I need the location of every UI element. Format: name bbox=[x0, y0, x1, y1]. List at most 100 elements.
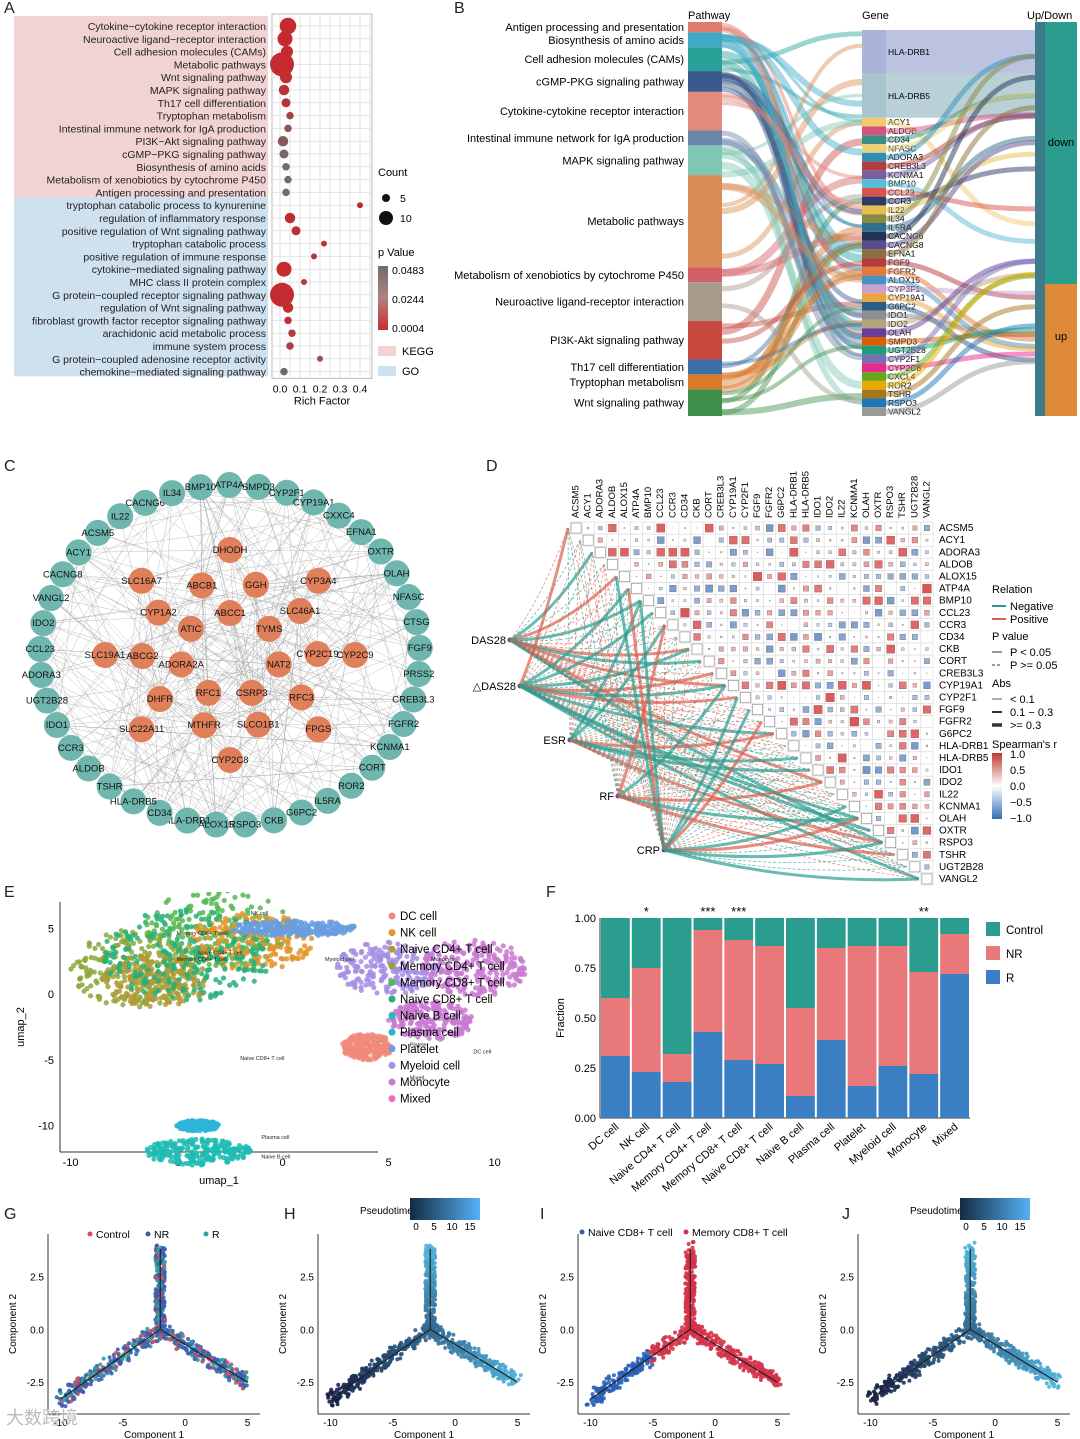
umap-point bbox=[240, 976, 247, 982]
legend-label: Memory CD4+ T cell bbox=[400, 961, 505, 973]
network-edge bbox=[56, 724, 390, 748]
heat-square bbox=[851, 657, 858, 665]
network-edge bbox=[70, 747, 328, 802]
umap-point bbox=[154, 942, 160, 948]
umap-point bbox=[346, 1044, 352, 1051]
network-edge bbox=[43, 580, 319, 624]
gene-node-label: ATP4A bbox=[215, 480, 245, 491]
term-bubble bbox=[278, 84, 290, 96]
heat-square bbox=[901, 660, 904, 663]
umap-point bbox=[186, 916, 192, 922]
heat-square bbox=[853, 769, 856, 771]
umap-point bbox=[342, 1039, 349, 1045]
heat-square bbox=[923, 681, 931, 689]
row-label: ALOX15 bbox=[939, 571, 977, 582]
gene-block bbox=[862, 223, 886, 232]
col-label: ALDOB bbox=[607, 486, 618, 518]
umap-point bbox=[122, 960, 128, 966]
heat-square bbox=[899, 718, 907, 726]
umap-point bbox=[244, 907, 251, 913]
umap-point bbox=[500, 971, 506, 978]
umap-point bbox=[348, 1053, 354, 1059]
umap-point bbox=[232, 947, 238, 954]
umap-point bbox=[214, 959, 220, 965]
heat-square bbox=[646, 573, 652, 580]
umap-point bbox=[193, 913, 199, 919]
drug-target-label: SLC19A1 bbox=[85, 650, 126, 661]
stacked-bar-segment bbox=[909, 1074, 939, 1118]
heat-square bbox=[923, 525, 930, 532]
sankey-flow bbox=[721, 31, 863, 65]
umap-point bbox=[187, 1155, 193, 1161]
umap-point bbox=[137, 1004, 143, 1010]
heat-square bbox=[731, 574, 735, 578]
umap-point bbox=[165, 962, 171, 968]
umap-point bbox=[472, 985, 479, 991]
term-bubble bbox=[284, 316, 292, 325]
x-axis-label: umap_1 bbox=[199, 1175, 239, 1187]
heat-square bbox=[815, 658, 821, 664]
pathway-block bbox=[688, 320, 722, 360]
umap-point bbox=[298, 919, 304, 925]
heat-square bbox=[804, 598, 808, 603]
heat-square bbox=[826, 682, 834, 689]
term-label: Wnt signaling pathway bbox=[161, 72, 267, 84]
heat-square bbox=[769, 600, 771, 602]
umap-point bbox=[200, 1143, 206, 1149]
heat-square bbox=[779, 659, 784, 664]
pathway-label: Wnt signaling pathway bbox=[574, 398, 685, 410]
umap-point bbox=[259, 968, 265, 974]
gene-block bbox=[862, 407, 886, 416]
umap-point bbox=[511, 982, 517, 988]
heat-square bbox=[634, 526, 639, 530]
heat-square bbox=[852, 562, 857, 567]
umap-point bbox=[423, 1013, 429, 1019]
network-edge bbox=[62, 574, 417, 623]
heat-square bbox=[814, 633, 822, 641]
heat-square bbox=[623, 539, 626, 541]
drug-target-label: CYP2C8 bbox=[212, 755, 249, 766]
heat-square bbox=[923, 596, 931, 605]
panel-f: 0.00 0.25 0.50 0.75 1.00 Fraction DC cell NK ce… bbox=[540, 892, 1080, 1202]
umap-point bbox=[108, 969, 115, 975]
row-label: ACY1 bbox=[939, 535, 966, 546]
term-bubble bbox=[291, 226, 301, 236]
col-label: ATP4A bbox=[631, 488, 642, 518]
heat-square bbox=[888, 610, 893, 615]
heat-square bbox=[875, 743, 882, 749]
heat-square bbox=[696, 527, 698, 529]
umap-point bbox=[222, 966, 228, 972]
heat-square bbox=[875, 585, 882, 592]
y-axis-label: Component 2 bbox=[8, 1294, 19, 1354]
legend-dot bbox=[388, 1012, 396, 1020]
gene-node-label: SMPD3 bbox=[242, 482, 275, 493]
heat-square bbox=[668, 548, 678, 557]
pathway-block bbox=[688, 267, 722, 283]
heat-square bbox=[924, 864, 930, 870]
umap-point bbox=[342, 1049, 348, 1055]
umap-point bbox=[399, 1023, 405, 1030]
correlation-link bbox=[509, 527, 569, 641]
umap-point bbox=[207, 994, 214, 1001]
drug-target-label: SLC22A11 bbox=[119, 724, 164, 735]
heat-square bbox=[706, 561, 713, 568]
heat-square bbox=[719, 562, 723, 566]
umap-point bbox=[223, 925, 229, 931]
umap-point bbox=[270, 946, 276, 952]
umap-point bbox=[454, 944, 461, 950]
term-bubble bbox=[277, 135, 289, 147]
umap-point bbox=[174, 1122, 180, 1129]
heat-square bbox=[692, 620, 702, 629]
row-label: FGF9 bbox=[939, 705, 965, 716]
umap-point bbox=[162, 922, 168, 928]
legend-label: Control bbox=[1006, 925, 1043, 937]
umap-point bbox=[462, 984, 468, 991]
umap-point bbox=[430, 1005, 436, 1012]
sankey-flow bbox=[721, 82, 863, 350]
umap-point bbox=[118, 928, 124, 934]
legend-label: Plasma cell bbox=[400, 1027, 459, 1039]
drug-target-node bbox=[238, 679, 265, 706]
col-label: UGT2B28 bbox=[909, 476, 920, 518]
stacked-bar-segment bbox=[847, 918, 877, 946]
heat-square bbox=[778, 609, 785, 616]
